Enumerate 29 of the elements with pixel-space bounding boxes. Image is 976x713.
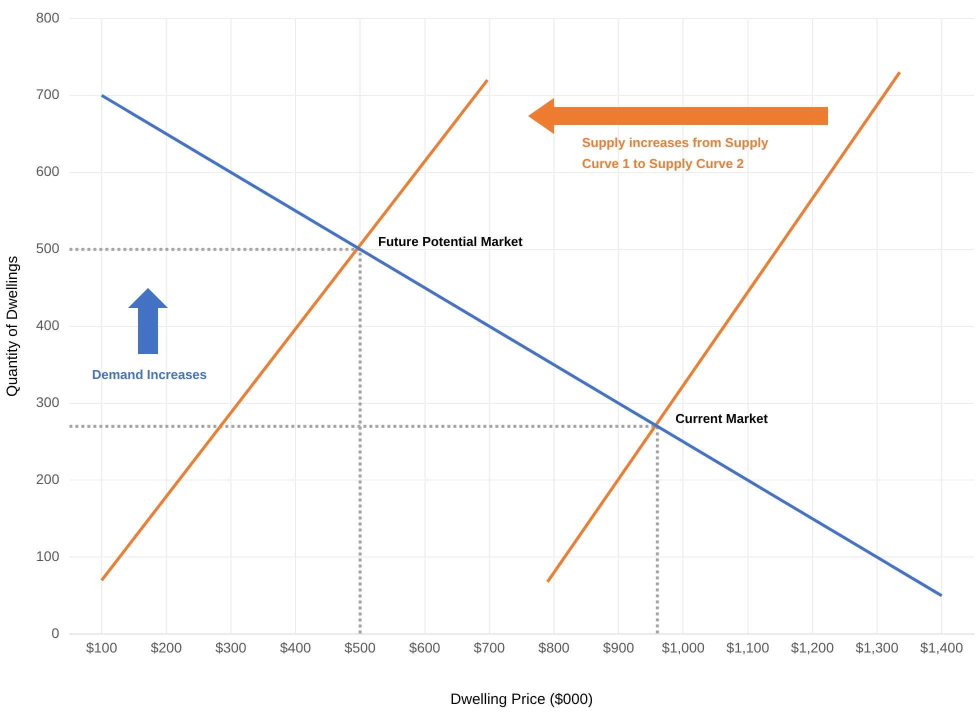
x-tick-label: $900: [603, 639, 634, 656]
x-tick-label: $1,200: [791, 639, 834, 656]
y-axis-title: Quantity of Dwellings: [4, 256, 22, 397]
annotation: Supply increases from Supply Curve 1 to Supply Curve 2: [582, 134, 770, 173]
x-tick-label: $500: [344, 639, 376, 656]
x-tick-label: $400: [280, 639, 312, 656]
y-tick-label: 600: [36, 163, 60, 180]
x-tick-label: $1,400: [920, 639, 964, 656]
x-tick-label: $200: [150, 639, 182, 656]
annotation: Demand Increases: [92, 366, 208, 384]
x-tick-label: $1,300: [856, 639, 899, 656]
x-tick-label: $1,000: [662, 639, 705, 656]
x-tick-label: $1,100: [726, 639, 770, 656]
x-tick-label: $800: [538, 639, 570, 656]
y-tick-label: 700: [36, 86, 60, 102]
x-tick-label: $600: [409, 639, 441, 656]
y-tick-label: 200: [36, 471, 60, 488]
x-axis-title: Dwelling Price ($000): [450, 691, 593, 708]
y-tick-label: 100: [36, 548, 60, 564]
y-tick-label: 800: [36, 9, 60, 26]
x-tick-label: $100: [86, 639, 118, 656]
x-tick-label: $300: [215, 639, 247, 656]
x-tick-label: $700: [474, 639, 506, 656]
y-tick-label: 500: [36, 240, 60, 256]
y-tick-label: 300: [36, 394, 60, 410]
annotation: Current Market: [675, 410, 769, 426]
y-tick-label: 400: [36, 317, 60, 334]
y-tick-label: 0: [52, 625, 60, 642]
annotation: Future Potential Market: [378, 234, 524, 249]
